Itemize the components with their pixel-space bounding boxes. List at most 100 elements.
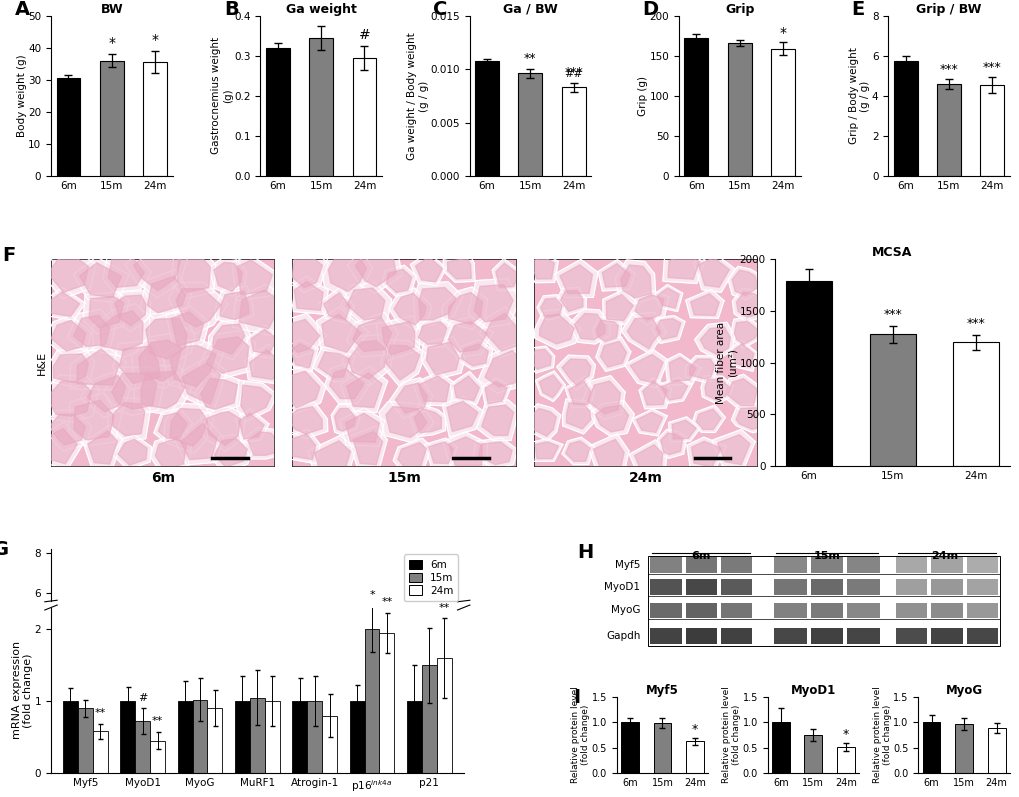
Polygon shape (93, 304, 150, 357)
Bar (685, 628, 716, 644)
Polygon shape (109, 291, 151, 332)
Polygon shape (562, 399, 594, 434)
Bar (193, 700, 207, 773)
Polygon shape (664, 354, 700, 385)
Polygon shape (395, 383, 427, 414)
Bar (986, 728, 1005, 773)
Polygon shape (150, 434, 192, 475)
Title: MyoG: MyoG (945, 684, 981, 697)
Polygon shape (73, 315, 110, 347)
Polygon shape (534, 309, 580, 349)
Text: 15m: 15m (813, 551, 840, 561)
Polygon shape (565, 377, 594, 408)
Text: ***: *** (982, 61, 1001, 74)
Polygon shape (100, 311, 143, 351)
Bar (966, 557, 997, 573)
Bar (100, 61, 123, 176)
Polygon shape (281, 371, 320, 408)
Bar (436, 658, 451, 773)
Polygon shape (428, 442, 452, 464)
Polygon shape (561, 438, 594, 465)
Polygon shape (734, 321, 757, 344)
Polygon shape (560, 290, 583, 312)
Polygon shape (699, 327, 730, 355)
Polygon shape (177, 254, 210, 292)
Bar (265, 693, 279, 713)
Y-axis label: Grip (g): Grip (g) (637, 76, 647, 116)
Polygon shape (207, 320, 251, 359)
Polygon shape (353, 318, 391, 351)
Text: MyoG: MyoG (610, 606, 640, 615)
Bar (895, 579, 926, 595)
Polygon shape (595, 336, 630, 371)
Bar (250, 697, 265, 773)
Bar (136, 698, 150, 713)
Polygon shape (48, 349, 95, 387)
Polygon shape (527, 409, 555, 436)
Polygon shape (581, 375, 625, 419)
Bar (773, 603, 806, 618)
Bar (250, 692, 265, 713)
Polygon shape (529, 257, 554, 279)
Polygon shape (485, 382, 506, 404)
Polygon shape (141, 269, 192, 319)
Polygon shape (668, 417, 700, 442)
Polygon shape (201, 406, 246, 452)
Text: Myf5: Myf5 (614, 560, 640, 570)
Polygon shape (537, 295, 566, 320)
Y-axis label: Ga weight / Body weight
(g / g): Ga weight / Body weight (g / g) (407, 32, 428, 159)
Polygon shape (455, 340, 492, 370)
Polygon shape (690, 294, 718, 316)
Polygon shape (113, 340, 167, 390)
Bar (120, 701, 136, 773)
Polygon shape (721, 375, 761, 410)
Polygon shape (448, 321, 486, 352)
Polygon shape (596, 320, 618, 342)
Polygon shape (289, 276, 328, 314)
Bar (685, 603, 716, 618)
Polygon shape (704, 379, 729, 400)
Text: B: B (223, 0, 238, 19)
Bar (685, 579, 716, 595)
Polygon shape (621, 312, 665, 354)
Polygon shape (171, 312, 204, 346)
Bar (621, 722, 638, 773)
Bar (893, 61, 917, 176)
Polygon shape (346, 312, 397, 357)
Bar (895, 628, 926, 644)
Polygon shape (87, 375, 125, 412)
Polygon shape (632, 409, 666, 436)
Polygon shape (732, 270, 757, 296)
Bar (77, 694, 93, 713)
Polygon shape (237, 260, 272, 295)
Bar (649, 603, 681, 618)
Polygon shape (47, 292, 79, 316)
Polygon shape (53, 354, 89, 383)
Bar (307, 701, 322, 773)
Y-axis label: H&E: H&E (37, 351, 47, 375)
Y-axis label: Grip / Body weight
(g / g): Grip / Body weight (g / g) (848, 48, 869, 144)
Polygon shape (51, 320, 86, 351)
Polygon shape (446, 401, 478, 431)
Bar (979, 85, 1004, 176)
Polygon shape (41, 247, 96, 299)
Polygon shape (527, 347, 554, 373)
Polygon shape (729, 340, 757, 371)
Polygon shape (238, 414, 264, 439)
Bar (804, 735, 821, 773)
Polygon shape (48, 253, 89, 292)
Polygon shape (206, 337, 249, 373)
Text: D: D (642, 0, 658, 19)
Bar (966, 579, 997, 595)
Polygon shape (287, 434, 316, 460)
Bar (561, 88, 585, 176)
Polygon shape (448, 292, 482, 324)
Bar (143, 62, 167, 176)
Polygon shape (322, 314, 361, 352)
Text: 6m: 6m (691, 551, 710, 561)
Polygon shape (630, 291, 668, 325)
Polygon shape (168, 282, 228, 334)
Polygon shape (88, 431, 117, 464)
Bar (930, 628, 962, 644)
Polygon shape (468, 278, 520, 328)
